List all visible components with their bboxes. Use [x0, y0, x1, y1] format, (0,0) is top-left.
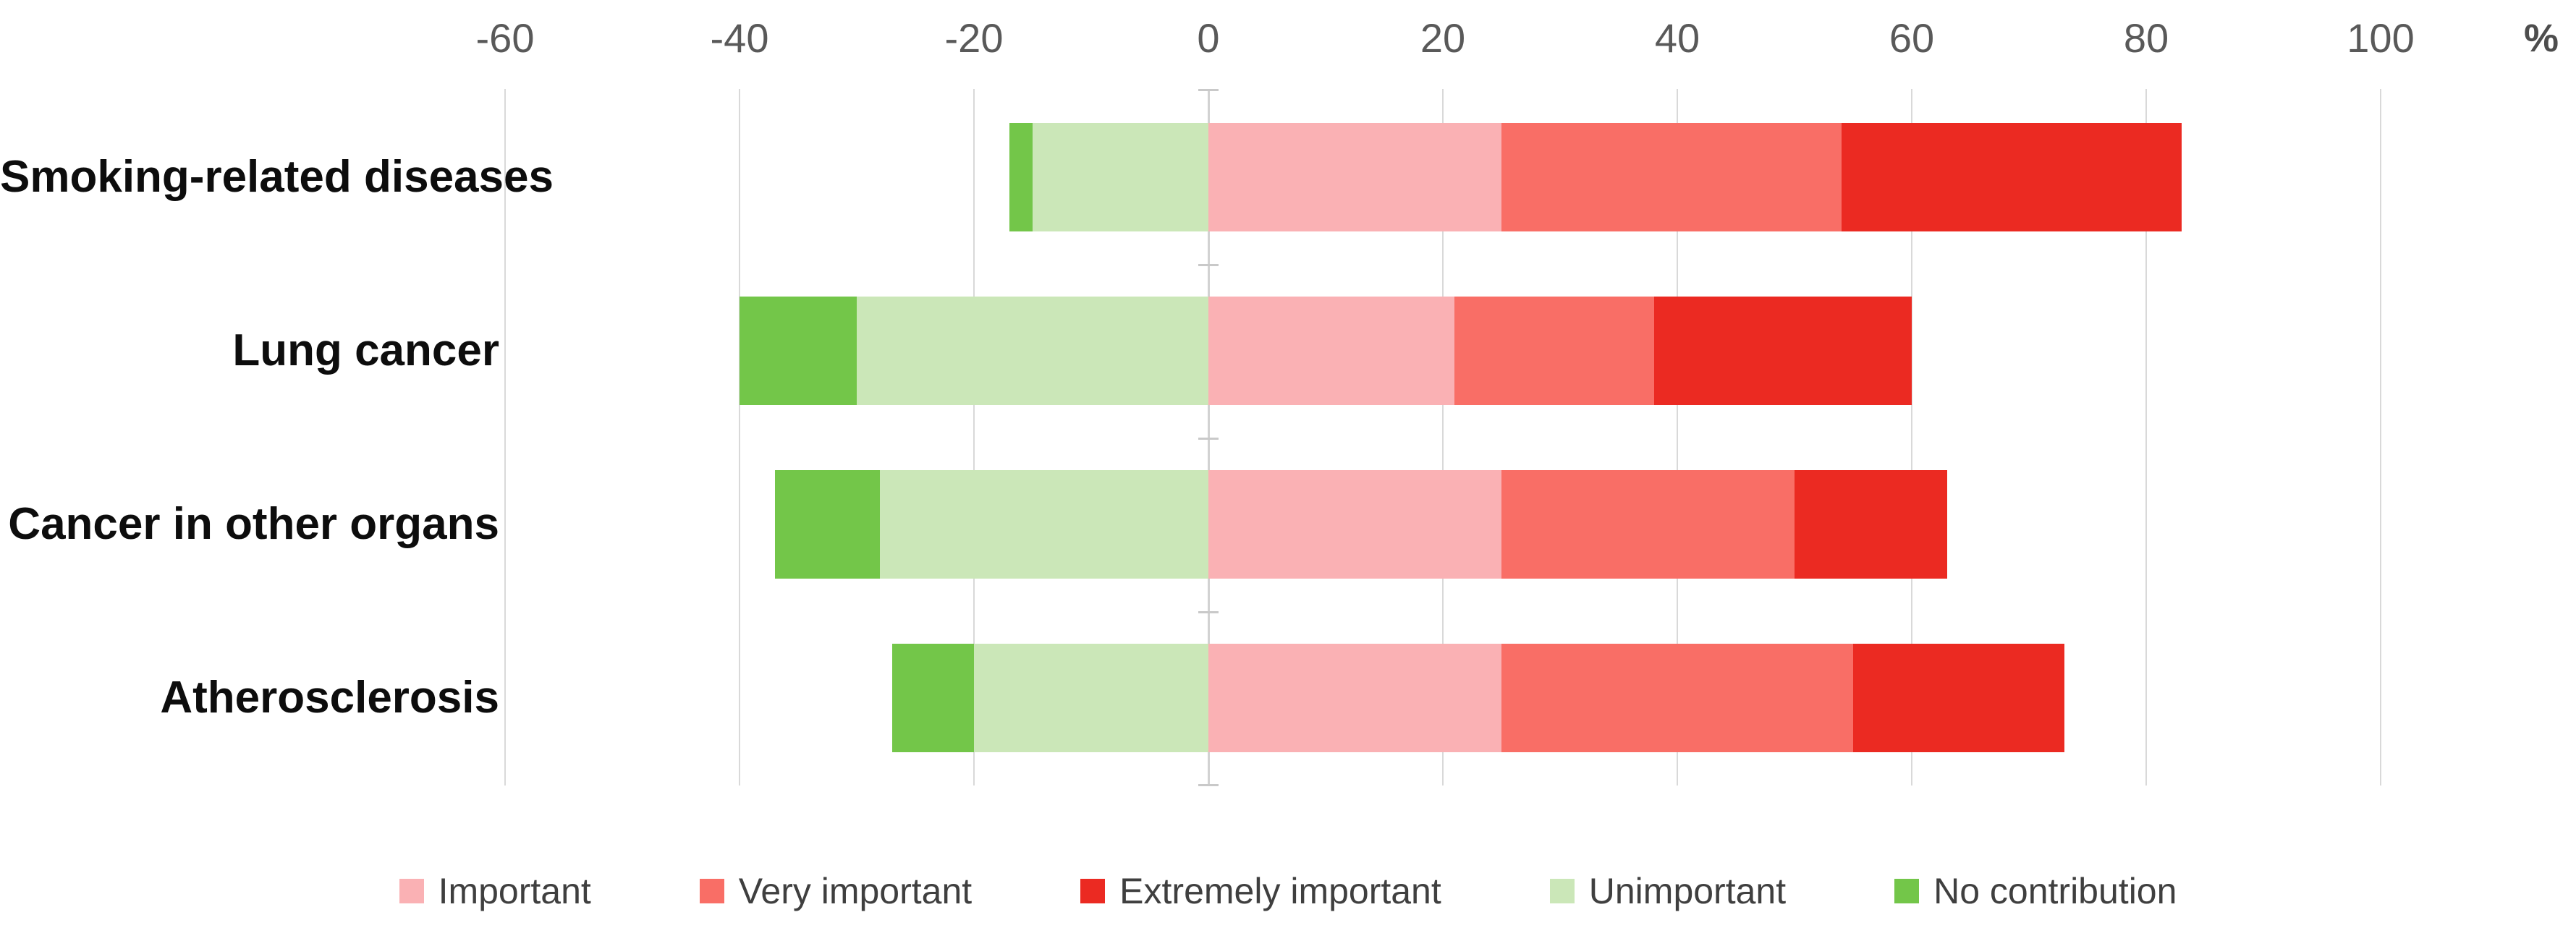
axis-tick-label: 60 [1889, 15, 1935, 61]
gridline [504, 89, 506, 785]
legend-label: Extremely important [1119, 871, 1441, 911]
legend-swatch-extremely-important [1080, 879, 1106, 903]
bar-segment-no-contribution [774, 470, 881, 579]
legend-swatch-unimportant [1549, 879, 1575, 903]
bar-segment-important [1208, 470, 1501, 579]
bar-segment-very-important [1454, 297, 1654, 405]
legend-item: Important [399, 870, 591, 912]
bar-segment-no-contribution [740, 297, 857, 405]
bar-segment-very-important [1501, 470, 1795, 579]
gridline [2380, 89, 2381, 785]
zero-gridline [1208, 89, 1210, 785]
legend-label: Unimportant [1588, 871, 1787, 911]
category-label: Cancer in other organs [8, 499, 499, 549]
category-tick-mark [1198, 438, 1219, 440]
gridline [739, 89, 740, 785]
category-tick-mark [1198, 89, 1219, 91]
legend-swatch-no-contribution [1894, 879, 1920, 903]
category-label: Lung cancer [232, 325, 499, 375]
bar-segment-extremely-important [1853, 644, 2064, 752]
gridline [2145, 89, 2147, 785]
bar-segment-no-contribution [1009, 123, 1033, 231]
legend-swatch-very-important [699, 879, 724, 903]
bar-segment-extremely-important [1795, 470, 1947, 579]
bar-segment-very-important [1501, 644, 1853, 752]
bar-segment-important [1208, 123, 1501, 231]
bar-segment-extremely-important [1841, 123, 2182, 231]
bar-segment-unimportant [974, 644, 1208, 752]
category-tick-mark [1198, 611, 1219, 613]
axis-tick-label: 20 [1420, 15, 1466, 61]
gridline [1442, 89, 1444, 785]
legend-item: Unimportant [1549, 870, 1787, 912]
bar-segment-important [1208, 644, 1501, 752]
bar-segment-extremely-important [1653, 297, 1912, 405]
axis-tick-label: 0 [1197, 15, 1220, 61]
axis-tick-label: 100 [2347, 15, 2415, 61]
category-label: Atherosclerosis [160, 673, 499, 723]
legend-item: No contribution [1894, 870, 2177, 912]
gridline [1911, 89, 1912, 785]
axis-tick-label: -60 [475, 15, 535, 61]
legend-item: Very important [699, 870, 973, 912]
bar-segment-unimportant [880, 470, 1208, 579]
axis-tick-label: 80 [2123, 15, 2169, 61]
legend-item: Extremely important [1080, 870, 1441, 912]
legend-label: Very important [738, 871, 973, 911]
gridline [1677, 89, 1678, 785]
legend-label: Important [438, 871, 591, 911]
axis-tick-label: 40 [1654, 15, 1700, 61]
category-tick-mark [1198, 784, 1219, 786]
category-tick-mark [1198, 264, 1219, 266]
percent-unit-label: % [2523, 17, 2559, 60]
gridline [973, 89, 975, 785]
bar-segment-unimportant [1033, 123, 1208, 231]
bar-segment-no-contribution [891, 644, 974, 752]
axis-tick-label: -20 [944, 15, 1004, 61]
bar-segment-unimportant [857, 297, 1208, 405]
axis-tick-label: -40 [710, 15, 769, 61]
legend-label: No contribution [1933, 871, 2177, 911]
bar-segment-very-important [1501, 123, 1842, 231]
legend: Important Very important Extremely importa… [0, 862, 2576, 920]
legend-swatch-important [399, 879, 424, 903]
bar-segment-important [1208, 297, 1455, 405]
category-label: Smoking-related diseases [0, 152, 554, 202]
